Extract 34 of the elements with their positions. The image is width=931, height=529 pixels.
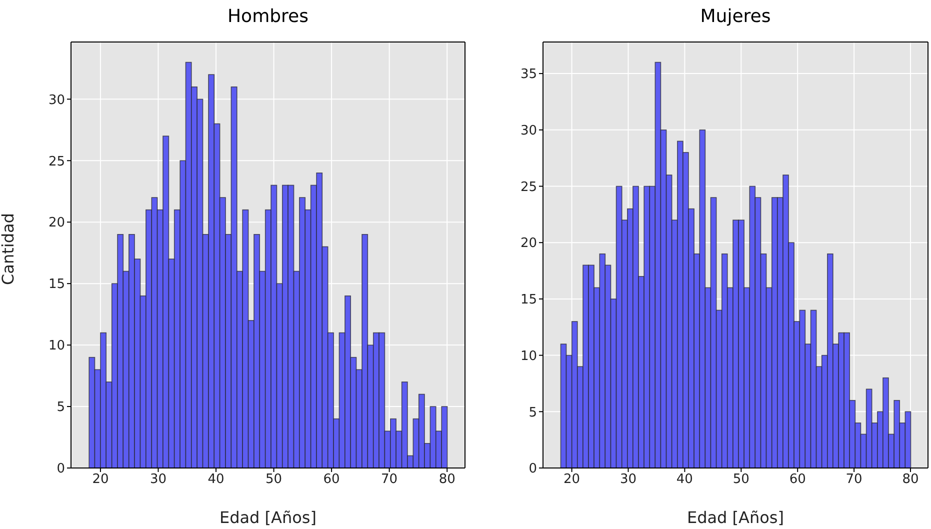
y-tick-label: 10: [520, 348, 537, 364]
x-tick-label: 80: [438, 472, 456, 488]
y-tick-label: 35: [520, 67, 537, 82]
y-tick-label: 20: [48, 216, 65, 231]
x-tick-label: 70: [381, 472, 398, 488]
y-tick-label: 15: [520, 292, 537, 308]
y-tick-label: 5: [56, 400, 65, 416]
y-tick-label: 25: [48, 154, 65, 170]
x-tick-label: 70: [846, 472, 862, 488]
x-tick-label: 80: [902, 472, 919, 488]
y-tick-label: 15: [48, 277, 65, 292]
x-tick-label: 30: [150, 472, 167, 488]
x-axis-title: Edad [Años]: [686, 508, 784, 527]
y-tick-label: 30: [520, 124, 537, 139]
x-tick-label: 40: [676, 472, 693, 488]
y-axis-title: Cantidad: [0, 213, 18, 285]
chart-title: Hombres: [226, 6, 310, 27]
chart-title: Mujeres: [699, 6, 772, 27]
x-axis-title: Edad [Años]: [219, 508, 317, 527]
y-tick-label: 0: [56, 462, 65, 477]
x-tick-label: 30: [620, 472, 637, 488]
y-tick-label: 30: [48, 92, 65, 108]
x-tick-label: 20: [92, 472, 109, 488]
x-tick-label: 40: [208, 472, 224, 488]
x-tick-label: 20: [564, 472, 580, 488]
y-tick-label: 25: [520, 180, 537, 195]
x-tick-label: 60: [789, 472, 806, 488]
x-tick-label: 50: [732, 472, 750, 488]
x-tick-label: 60: [323, 472, 340, 488]
y-tick-label: 10: [48, 338, 65, 354]
y-tick-label: 0: [528, 462, 537, 477]
y-tick-label: 20: [520, 236, 537, 252]
y-tick-label: 5: [528, 405, 537, 420]
x-tick-label: 50: [266, 472, 282, 488]
